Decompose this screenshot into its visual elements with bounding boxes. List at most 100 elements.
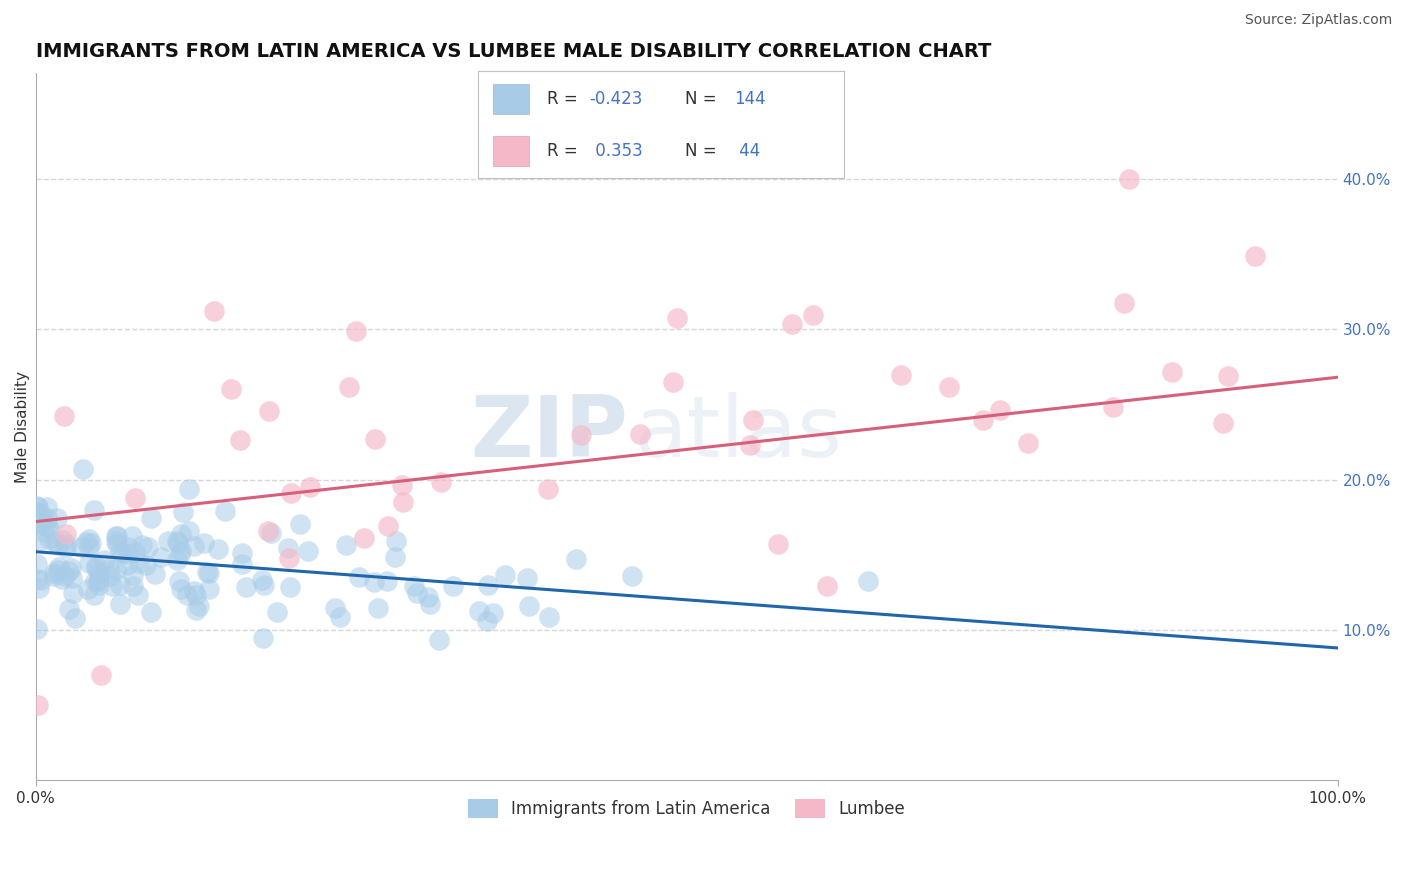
Point xyxy=(37,520,59,534)
Point xyxy=(75,535,97,549)
Point xyxy=(55,541,77,556)
Point xyxy=(44,566,66,580)
Point xyxy=(105,537,128,551)
Point xyxy=(571,428,593,442)
Point xyxy=(83,574,105,589)
Point xyxy=(1101,401,1123,415)
Point xyxy=(90,668,112,682)
Point xyxy=(110,545,132,559)
Point xyxy=(89,566,111,580)
Point xyxy=(141,605,163,619)
Point xyxy=(62,586,84,600)
Point xyxy=(63,611,86,625)
Point xyxy=(266,605,288,619)
Point xyxy=(77,532,100,546)
Point xyxy=(391,495,413,509)
Point xyxy=(124,545,146,559)
Point xyxy=(1243,249,1265,263)
FancyBboxPatch shape xyxy=(492,136,529,166)
Text: atlas: atlas xyxy=(634,392,842,475)
Point xyxy=(250,573,273,587)
Point xyxy=(38,521,60,535)
Point xyxy=(329,609,352,624)
Point xyxy=(110,597,132,611)
Point xyxy=(166,533,188,548)
Point xyxy=(27,698,49,712)
Point xyxy=(136,540,159,554)
Point xyxy=(72,462,94,476)
Point xyxy=(183,584,205,599)
Point xyxy=(80,536,103,550)
Point xyxy=(235,580,257,594)
Point xyxy=(187,599,209,614)
Point xyxy=(260,526,283,541)
Point xyxy=(46,563,69,577)
Point xyxy=(53,569,76,583)
Point xyxy=(801,308,824,322)
Point xyxy=(111,546,134,560)
Point xyxy=(429,475,451,489)
Point xyxy=(55,526,77,541)
Point xyxy=(150,549,173,564)
Point xyxy=(441,579,464,593)
Point xyxy=(170,526,193,541)
Point xyxy=(186,588,208,602)
Point xyxy=(278,580,301,594)
Point xyxy=(135,558,157,572)
Point xyxy=(202,303,225,318)
Point xyxy=(347,570,370,584)
Point xyxy=(118,547,141,561)
Point xyxy=(335,538,357,552)
Point xyxy=(25,557,48,571)
Point xyxy=(93,553,115,567)
FancyBboxPatch shape xyxy=(492,84,529,114)
Text: 0.353: 0.353 xyxy=(589,142,643,160)
Point xyxy=(59,561,82,575)
Point xyxy=(565,552,588,566)
Point xyxy=(1216,368,1239,383)
Point xyxy=(297,543,319,558)
Point xyxy=(537,610,560,624)
Point xyxy=(337,380,360,394)
Point xyxy=(494,568,516,582)
Point xyxy=(353,531,375,545)
Point xyxy=(231,546,253,560)
Text: N =: N = xyxy=(685,90,721,108)
Point xyxy=(280,486,302,500)
Point xyxy=(475,614,498,628)
Point xyxy=(780,317,803,331)
Point xyxy=(815,578,838,592)
Point xyxy=(299,481,322,495)
Point xyxy=(384,549,406,564)
Point xyxy=(84,559,107,574)
Point xyxy=(124,491,146,505)
Point xyxy=(170,543,193,558)
Point xyxy=(27,500,49,514)
Point xyxy=(427,633,450,648)
Point xyxy=(48,559,70,574)
Point xyxy=(30,508,52,522)
Point xyxy=(34,524,56,539)
Text: 44: 44 xyxy=(734,142,761,160)
Point xyxy=(170,582,193,597)
Point xyxy=(1212,416,1234,430)
Point xyxy=(385,534,408,549)
Point xyxy=(38,533,60,547)
Point xyxy=(1118,171,1140,186)
Point xyxy=(344,324,367,338)
Point xyxy=(1017,436,1039,450)
Point xyxy=(468,604,491,618)
Text: IMMIGRANTS FROM LATIN AMERICA VS LUMBEE MALE DISABILITY CORRELATION CHART: IMMIGRANTS FROM LATIN AMERICA VS LUMBEE … xyxy=(35,42,991,61)
Point xyxy=(25,505,48,519)
Point xyxy=(89,578,111,592)
Text: ZIP: ZIP xyxy=(470,392,628,475)
Y-axis label: Male Disability: Male Disability xyxy=(15,371,30,483)
Point xyxy=(183,539,205,553)
Point xyxy=(100,579,122,593)
Point xyxy=(58,564,80,578)
Point xyxy=(127,587,149,601)
Point xyxy=(741,413,763,427)
Point xyxy=(32,512,55,526)
Point xyxy=(537,482,560,496)
Text: -0.423: -0.423 xyxy=(589,90,643,108)
